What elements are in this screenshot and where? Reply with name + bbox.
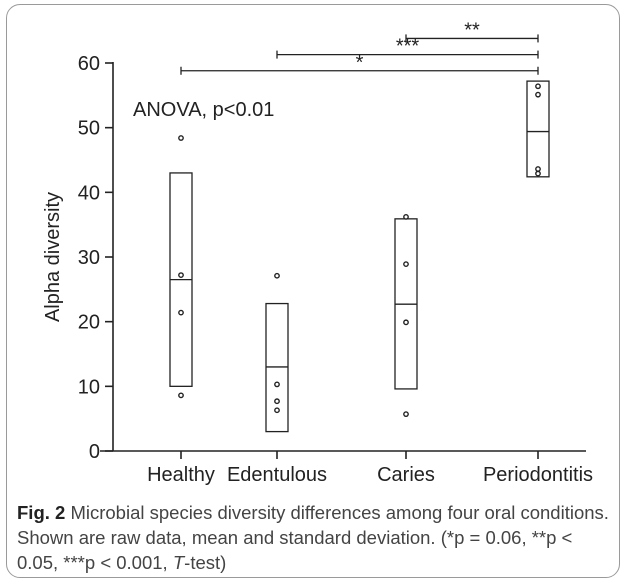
data-point bbox=[178, 135, 184, 141]
y-tick-label: 50 bbox=[78, 118, 100, 140]
x-tick-label: Healthy bbox=[147, 464, 215, 486]
chart-plot: 0 10 20 30 40 50 60 Alpha diversity Healthy Edent… bbox=[42, 19, 593, 486]
significance-label: *** bbox=[396, 36, 420, 58]
y-tick-label: 60 bbox=[78, 53, 100, 75]
y-tick-label: 10 bbox=[78, 376, 100, 398]
data-point bbox=[403, 319, 409, 326]
y-tick-label: 30 bbox=[78, 247, 100, 269]
x-tick-label: Periodontitis bbox=[483, 464, 593, 486]
anova-annotation: ANOVA, p<0.01 bbox=[133, 99, 274, 121]
y-axis-label: Alpha diversity bbox=[42, 192, 64, 322]
data-point bbox=[403, 411, 409, 418]
data-point bbox=[274, 272, 280, 279]
data-point bbox=[535, 166, 541, 172]
figure-panel: 0 10 20 30 40 50 60 Alpha diversity Healthy Edent… bbox=[6, 4, 620, 578]
caption-label: Fig. 2 bbox=[17, 502, 66, 523]
caption-text: Microbial species diversity differences … bbox=[17, 502, 609, 573]
data-point bbox=[178, 309, 184, 316]
data-point bbox=[274, 407, 280, 414]
data-point bbox=[403, 214, 409, 220]
y-tick-label: 0 bbox=[89, 441, 100, 463]
sd-box bbox=[526, 80, 550, 178]
data-point bbox=[535, 170, 541, 177]
y-tick-label: 20 bbox=[78, 312, 100, 334]
data-point bbox=[403, 261, 409, 268]
data-point bbox=[274, 398, 280, 405]
data-point bbox=[535, 83, 541, 90]
significance-label: ** bbox=[464, 19, 480, 41]
significance-label: * bbox=[356, 52, 364, 74]
x-tick-label: Edentulous bbox=[227, 464, 327, 486]
figure-caption: Fig. 2 Microbial species diversity diffe… bbox=[17, 500, 617, 575]
data-point bbox=[178, 272, 184, 279]
caption-test-suffix: -test) bbox=[184, 552, 227, 573]
data-point bbox=[535, 91, 541, 98]
x-tick-label: Caries bbox=[377, 464, 435, 486]
data-point bbox=[178, 392, 184, 399]
y-tick-label: 40 bbox=[78, 182, 100, 204]
caption-test-name: T bbox=[172, 552, 185, 573]
data-point bbox=[274, 381, 280, 388]
